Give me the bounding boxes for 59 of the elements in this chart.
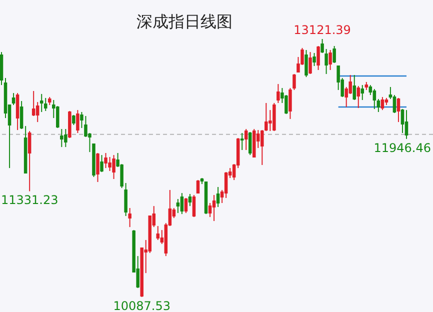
candlestick: [20, 100, 24, 130]
candlestick: [328, 50, 332, 70]
candlestick: [76, 110, 80, 134]
candlestick: [276, 84, 280, 104]
candlestick: [100, 154, 104, 173]
chart-title: 深成指日线图: [136, 12, 232, 31]
annotation: 13121.39: [294, 23, 351, 37]
candlestick: [36, 102, 40, 123]
candlestick: [312, 52, 316, 66]
candlestick: [28, 130, 32, 192]
candlestick: [72, 114, 76, 126]
candlestick: [44, 97, 48, 112]
annotation: 11331.23: [1, 193, 58, 208]
candlestick: [400, 108, 404, 134]
candlestick: [216, 186, 220, 208]
candlestick: [356, 85, 360, 108]
candlestick: [404, 110, 408, 140]
candlestick: [124, 182, 128, 216]
candlestick: [316, 46, 320, 70]
annotation: 11946.46: [374, 140, 431, 155]
candlestick: [12, 92, 16, 106]
candlestick: [64, 128, 68, 148]
candlestick: [156, 226, 160, 240]
candlestick: [60, 128, 64, 148]
candlestick: [208, 202, 212, 218]
candlestick: [376, 98, 380, 112]
candlestick: [392, 94, 396, 114]
candlestick: [324, 48, 328, 74]
candlestick: [248, 131, 252, 156]
candlestick: [192, 194, 196, 218]
candlestick: [224, 172, 228, 198]
candlestick: [176, 198, 180, 214]
candlestick: [304, 50, 308, 78]
annotation: 10087.53: [113, 299, 170, 312]
candlestick: [308, 52, 312, 74]
candlestick: [188, 193, 192, 207]
candlestick: [56, 106, 60, 128]
candlestick: [32, 90, 36, 116]
candlestick: [320, 38, 324, 54]
candlestick: [212, 194, 216, 222]
candlestick: [196, 180, 200, 194]
candlestick: [112, 154, 116, 180]
candlestick: [360, 84, 364, 101]
candlestick: [180, 192, 184, 215]
candlestick: [396, 97, 400, 123]
candlestick: [352, 74, 356, 101]
candlestick: [380, 96, 384, 111]
candlestick: [108, 156, 112, 172]
candlestick: [372, 88, 376, 110]
candlestick: [16, 92, 20, 131]
candlestick: [128, 208, 132, 228]
candlestick: [284, 94, 288, 115]
candlestick: [96, 152, 100, 182]
candlestick: [332, 46, 336, 64]
candlestick: [244, 128, 248, 151]
candlestick: [184, 197, 188, 214]
candlestick: [40, 93, 44, 112]
candlestick: [240, 132, 244, 151]
candlestick: [104, 152, 108, 169]
